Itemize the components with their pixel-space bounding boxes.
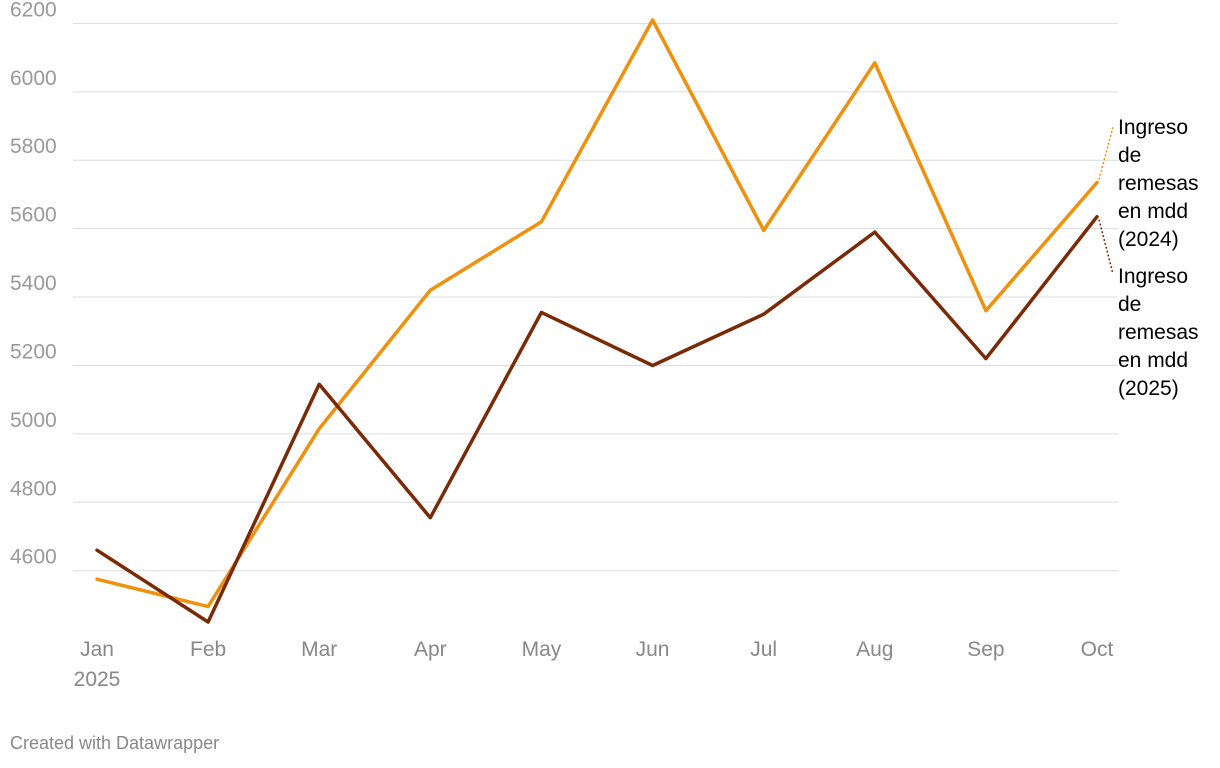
y-tick-label: 6200: [10, 0, 57, 21]
y-tick-label: 5800: [10, 135, 57, 158]
x-tick-label: Aug: [856, 638, 893, 661]
x-tick-label: May: [522, 638, 562, 661]
y-tick-label: 5400: [10, 272, 57, 295]
x-tick-label: Mar: [301, 638, 337, 661]
y-tick-label: 5200: [10, 340, 57, 363]
y-tick-label: 5000: [10, 409, 57, 432]
y-axis-ticks: 4600 4800 5000 5200 5400 5600 5800 6000 6200: [10, 0, 57, 569]
x-axis-ticks: Jan Feb Mar Apr May Jun Jul Aug Sep Oct 2025: [74, 638, 1114, 691]
y-tick-label: 6000: [10, 67, 57, 90]
x-year-label: 2025: [74, 668, 121, 691]
x-tick-label: Jun: [636, 638, 670, 661]
series-label-1: Ingreso de remesas en mdd (2024): [1118, 116, 1199, 251]
series-lines: [95, 18, 1099, 624]
y-tick-label: 4600: [10, 546, 57, 569]
y-tick-label: 4800: [10, 477, 57, 500]
x-tick-label: Feb: [190, 638, 226, 661]
y-tick-label: 5600: [10, 204, 57, 227]
x-tick-label: Apr: [414, 638, 447, 661]
series-line-2: [95, 214, 1099, 624]
credit-text: Created with Datawrapper: [10, 733, 220, 753]
x-tick-label: Jul: [750, 638, 777, 661]
series-label-2: Ingreso de remesas en mdd (2025): [1118, 265, 1199, 400]
x-tick-label: Jan: [80, 638, 114, 661]
series-line-1: [95, 18, 1099, 609]
gridlines: [73, 22, 1118, 572]
label-connector-1: [1098, 126, 1114, 180]
label-connector-2: [1098, 219, 1114, 275]
x-tick-label: Oct: [1081, 638, 1114, 661]
series-labels: Ingreso de remesas en mdd (2024) Ingreso de rem…: [1098, 116, 1199, 400]
x-tick-label: Sep: [967, 638, 1004, 661]
